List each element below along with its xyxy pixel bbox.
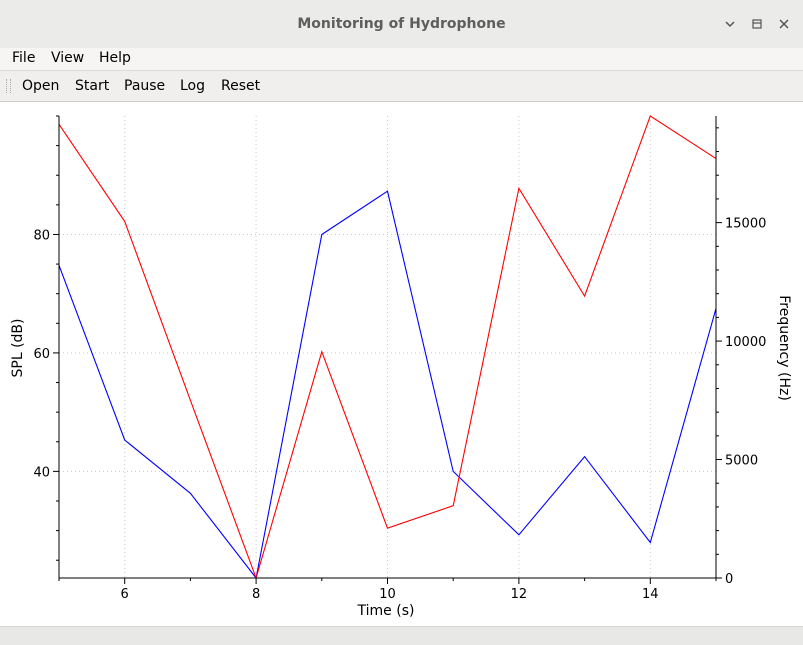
- y-right-tick-label: 15000: [725, 217, 766, 232]
- pause-button[interactable]: Pause: [124, 78, 166, 94]
- x-tick-label: 10: [379, 587, 396, 602]
- toolbar-grip[interactable]: [6, 79, 11, 93]
- menu-file[interactable]: File: [12, 50, 36, 66]
- y-right-tick-label: 0: [725, 572, 733, 587]
- restore-icon: [752, 19, 762, 29]
- close-icon: [779, 19, 789, 29]
- series-line-frequency: [58, 115, 717, 580]
- reset-button[interactable]: Reset: [221, 78, 261, 94]
- x-tick-label: 8: [252, 587, 260, 602]
- close-button[interactable]: [774, 14, 794, 34]
- toolbar: Open Start Pause Log Reset: [0, 70, 803, 102]
- y-axis-left-label: SPL (dB): [10, 319, 26, 378]
- menu-bar: File View Help: [0, 48, 803, 70]
- maximize-button[interactable]: [747, 14, 767, 34]
- status-bar: [0, 626, 803, 645]
- plot-area: 6 8 10 12 14 40 60 80 0 5000 10000 15000 Time (s) S…: [0, 102, 803, 626]
- y-left-tick-label: 60: [33, 347, 50, 362]
- line-chart: 6 8 10 12 14 40 60 80 0 5000 10000 15000 Time (s) S…: [10, 115, 792, 619]
- start-button[interactable]: Start: [75, 78, 110, 94]
- minimize-button[interactable]: [720, 14, 740, 34]
- log-button[interactable]: Log: [180, 78, 206, 94]
- y-left-tick-label: 40: [33, 465, 50, 480]
- x-axis-label: Time (s): [357, 603, 415, 619]
- x-tick-label: 14: [642, 587, 659, 602]
- window-titlebar: Monitoring of Hydrophone: [0, 0, 803, 49]
- x-tick-label: 6: [121, 587, 129, 602]
- series-line-spl: [58, 190, 717, 580]
- y-left-tick-label: 80: [33, 228, 50, 243]
- x-tick-label: 12: [511, 587, 528, 602]
- y-right-tick-label: 5000: [725, 454, 758, 469]
- menu-help[interactable]: Help: [99, 50, 131, 66]
- window-title: Monitoring of Hydrophone: [297, 16, 506, 32]
- menu-view[interactable]: View: [51, 50, 85, 66]
- chevron-down-icon: [725, 21, 735, 28]
- y-axis-right-label: Frequency (Hz): [776, 295, 792, 401]
- open-button[interactable]: Open: [22, 78, 60, 94]
- y-right-tick-label: 10000: [725, 335, 766, 350]
